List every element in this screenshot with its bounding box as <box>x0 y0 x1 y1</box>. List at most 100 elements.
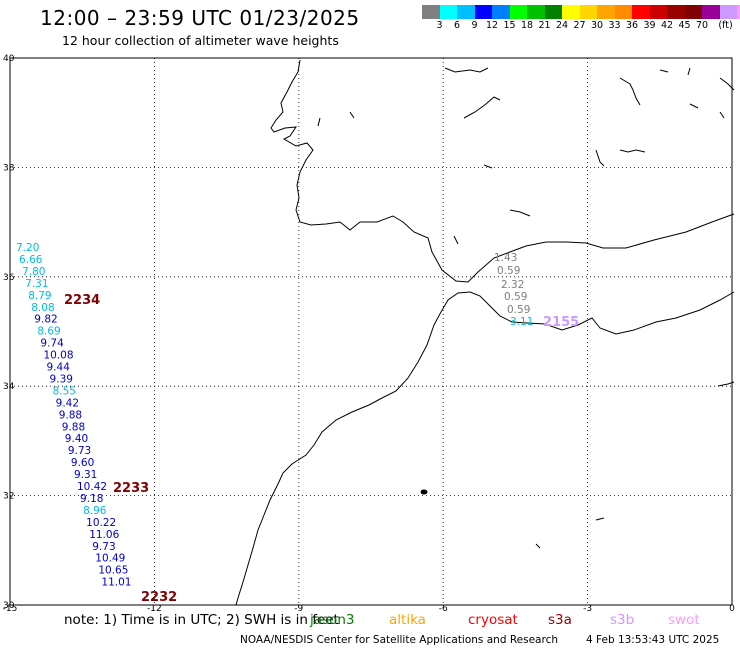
wave-height-value: 6.66 <box>19 254 43 266</box>
wave-height-value: 0.59 <box>504 291 527 303</box>
scale-swatch <box>684 5 702 19</box>
scale-label: 21 <box>538 20 551 31</box>
scale-swatch <box>737 5 740 19</box>
y-tick-label: 32 <box>3 492 14 502</box>
wave-height-value: 9.42 <box>56 397 79 409</box>
wave-height-value: 9.18 <box>80 493 103 505</box>
wave-height-value: 8.96 <box>83 505 107 517</box>
coastline <box>235 59 735 606</box>
coastline-north-africa <box>469 291 735 335</box>
footer-credit: NOAA/NESDIS Center for Satellite Applica… <box>240 634 558 646</box>
scale-swatch <box>562 5 580 19</box>
wave-height-value: 9.39 <box>50 373 73 385</box>
scale-swatch <box>457 5 475 19</box>
color-scale <box>422 5 740 19</box>
scale-swatch <box>422 5 440 19</box>
color-scale-labels: 3 6 9 12 15 18 21 24 27 30 33 36 39 42 45 70 (ft) <box>422 20 740 34</box>
wave-height-value: 3.11 <box>510 316 533 328</box>
wave-height-value: 9.88 <box>62 421 85 433</box>
wave-height-value: 11.06 <box>89 529 119 541</box>
scale-swatch <box>509 5 527 19</box>
wave-height-value: 9.88 <box>59 409 82 421</box>
coastline-portugal <box>270 59 735 283</box>
scale-swatch <box>632 5 650 19</box>
scale-swatch <box>649 5 667 19</box>
scale-swatch <box>579 5 597 19</box>
wave-height-value: 8.55 <box>53 385 76 397</box>
coastline-fragment-16 <box>535 543 541 549</box>
wave-height-value: 7.80 <box>22 266 45 278</box>
x-tick-label: -9 <box>294 604 303 614</box>
scale-swatch <box>719 5 737 19</box>
scale-label: 30 <box>590 20 604 31</box>
wave-height-value: 8.69 <box>37 326 60 338</box>
wave-height-value: 7.20 <box>16 242 39 254</box>
wave-height-value: 10.65 <box>98 565 128 577</box>
x-tick-label: -12 <box>147 604 162 614</box>
scale-swatch <box>597 5 615 19</box>
wave-height-observations: 7.206.667.807.318.798.089.828.699.7410.0… <box>16 242 131 589</box>
scale-swatch <box>527 5 545 19</box>
wave-height-value: 11.01 <box>101 577 131 589</box>
map-frame <box>9 57 733 606</box>
wave-height-value: 9.40 <box>65 433 88 445</box>
scale-label: 27 <box>573 20 586 31</box>
scale-label: 6 <box>453 20 461 31</box>
scale-label: 15 <box>503 20 516 31</box>
scale-label: 42 <box>660 20 674 31</box>
scale-label: 70 <box>695 20 709 31</box>
scale-unit: (ft) <box>718 20 733 31</box>
scale-label: 24 <box>555 20 569 31</box>
y-tick-label: 36 <box>3 273 15 283</box>
pass-label: 2232 <box>141 590 177 605</box>
scale-swatch <box>544 5 562 19</box>
wave-height-value: 8.79 <box>28 290 51 302</box>
scale-swatch <box>614 5 632 19</box>
wave-height-value: 9.31 <box>74 469 97 481</box>
wave-height-value: 9.73 <box>92 541 115 553</box>
wave-height-value: 10.42 <box>77 481 107 493</box>
satellite-legend-altika: altika <box>389 612 426 628</box>
coastline-fragment-3 <box>619 77 641 106</box>
coastline-fragment-10 <box>619 149 646 153</box>
coastline-fragment-9 <box>595 149 605 167</box>
coastline-fragment-17 <box>317 117 321 127</box>
coastline-fragment-14 <box>717 381 735 387</box>
satellite-legend-swot: swot <box>668 612 700 628</box>
scale-swatch <box>492 5 510 19</box>
satellite-legend-cryosat: cryosat <box>468 612 518 628</box>
coastline-fragment-1 <box>444 67 489 73</box>
mediterranean-observations: 1.430.592.320.590.593.11 <box>494 252 533 328</box>
coastline-morocco <box>235 291 471 606</box>
x-tick-label: 0 <box>729 604 735 614</box>
scale-label: 12 <box>485 20 499 31</box>
grid-lines <box>10 58 732 605</box>
wave-height-value: 9.82 <box>34 314 57 326</box>
wave-height-value: 9.73 <box>68 445 91 457</box>
coastline-fragment-4 <box>659 69 669 73</box>
satellite-legend-s3b: s3b <box>610 612 635 628</box>
wave-height-value: 10.08 <box>43 350 73 362</box>
wave-height-value: 0.59 <box>507 304 530 316</box>
wave-height-value: 9.74 <box>40 338 64 350</box>
wave-height-value: 1.43 <box>494 252 517 264</box>
y-tick-label: 30 <box>3 601 15 611</box>
wave-height-value: 2.32 <box>501 279 524 291</box>
coastline-fragment-6 <box>719 77 735 91</box>
wave-height-value: 10.22 <box>86 517 116 529</box>
wave-height-value: 0.59 <box>497 265 520 277</box>
scale-label: 33 <box>608 20 621 31</box>
map-border <box>9 57 733 606</box>
pass-label: 2233 <box>113 481 149 496</box>
wave-height-value: 9.44 <box>47 362 71 374</box>
pass-label: 2155 <box>543 315 579 330</box>
coastline-fragment-7 <box>689 103 699 109</box>
scale-swatch <box>439 5 457 19</box>
island-small <box>420 489 428 495</box>
y-tick-label: 34 <box>3 382 15 392</box>
coastline-fragment-2 <box>463 96 501 119</box>
wave-height-value: 8.08 <box>31 302 54 314</box>
scale-swatch <box>667 5 685 19</box>
x-tick-label: -15 <box>3 604 18 614</box>
scale-label: 9 <box>471 20 478 31</box>
